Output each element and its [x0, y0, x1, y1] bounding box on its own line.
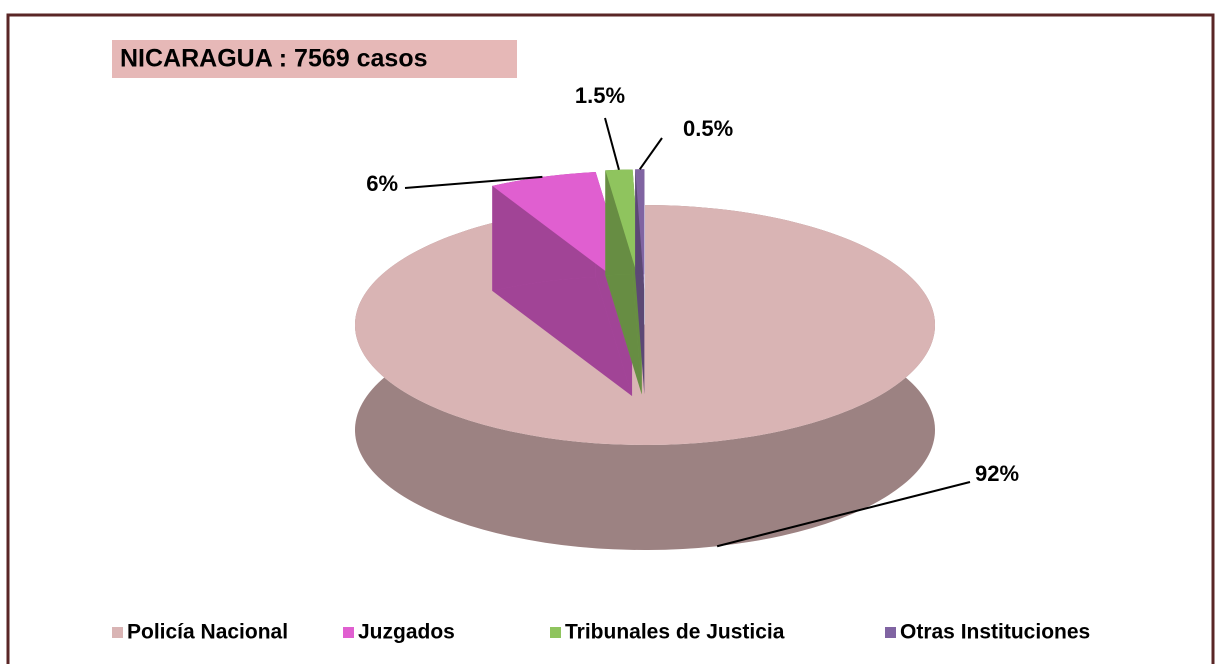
- slice: [354, 205, 936, 445]
- data-label: 0.5%: [683, 116, 733, 141]
- slice: [635, 169, 645, 290]
- leader-line: [716, 481, 971, 548]
- leader-line: [404, 175, 543, 189]
- data-label: 6%: [366, 171, 398, 196]
- legend-label: Policía Nacional: [127, 621, 288, 644]
- legend-swatch: [550, 627, 561, 638]
- data-label: 1.5%: [575, 83, 625, 108]
- title-box: [112, 40, 517, 78]
- legend-label: Juzgados: [358, 621, 455, 644]
- legend-swatch: [112, 627, 123, 638]
- leader-line: [604, 117, 620, 171]
- slice: [492, 171, 633, 292]
- slice: [605, 169, 642, 290]
- legend-label: Otras Instituciones: [900, 621, 1090, 644]
- leader-line: [638, 137, 663, 170]
- chart-title: NICARAGUA : 7569 casos: [120, 45, 428, 73]
- legend-swatch: [343, 627, 354, 638]
- data-label: 92%: [975, 461, 1019, 486]
- legend-label: Tribunales de Justicia: [565, 621, 785, 644]
- legend-swatch: [885, 627, 896, 638]
- frame: [6, 13, 1215, 664]
